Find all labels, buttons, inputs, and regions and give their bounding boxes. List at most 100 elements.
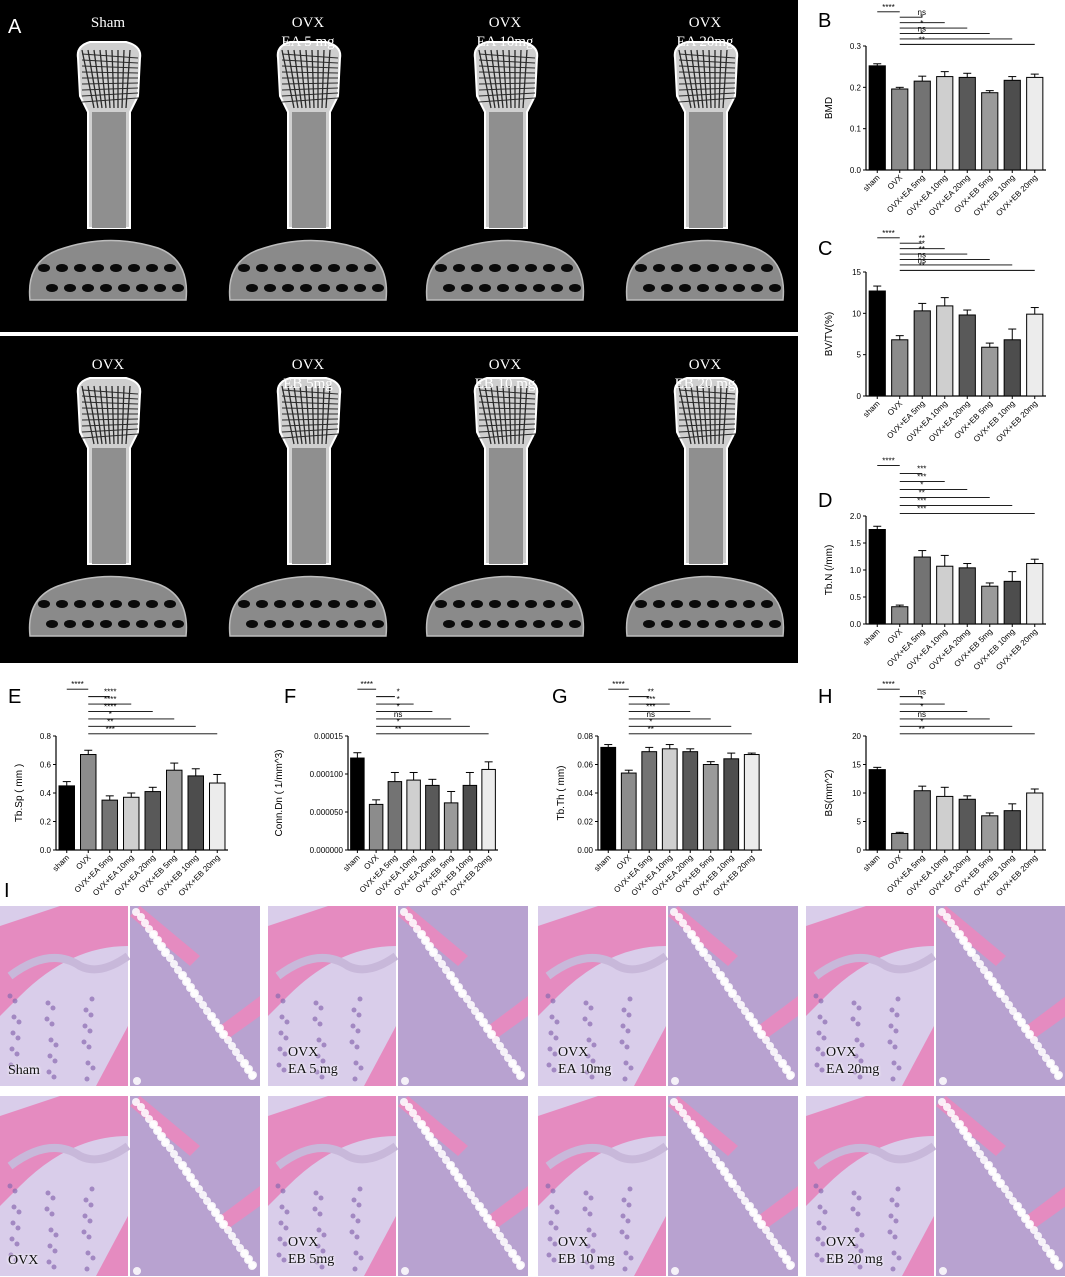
x-tick-label: sham — [51, 853, 71, 873]
y-tick-label: 1.0 — [850, 566, 862, 575]
panel-letter-e: E — [8, 686, 22, 708]
x-tick-label: sham — [861, 853, 881, 873]
bar — [958, 567, 976, 625]
significance-label: ** — [919, 725, 925, 734]
significance-label: **** — [882, 3, 894, 12]
y-tick-label: 0.6 — [40, 761, 52, 770]
x-tick-label: OVX — [886, 399, 905, 418]
microct-label: OVX EB 20 mg — [674, 357, 736, 392]
significance-label: *** — [917, 465, 926, 474]
y-tick-label: 0.04 — [577, 789, 593, 798]
bar — [425, 784, 440, 851]
significance-label: * — [397, 717, 400, 726]
significance-label: * — [920, 702, 923, 711]
bar-chart-tb-sp: 0.00.20.40.60.8Tb.Sp ( mm )sham OVXOVX+EA… — [14, 680, 228, 898]
bar — [406, 779, 421, 851]
bar — [958, 798, 976, 851]
histology-label: OVX EA 20mg — [826, 1045, 880, 1077]
histology-label: OVX EB 10 mg — [558, 1235, 615, 1267]
bar — [891, 832, 909, 851]
y-tick-label: 5 — [857, 351, 862, 360]
significance-label: * — [920, 695, 923, 704]
microct-label: OVX EA 5 mg — [281, 15, 335, 50]
bar — [80, 754, 97, 851]
bar-chart-conn-dn: 0.000000 0.000050 0.000100 0.00015 Conn.Dn (… — [274, 680, 498, 898]
y-tick-label: 10 — [852, 789, 861, 798]
significance-label: **** — [612, 680, 624, 689]
he-histology-image — [806, 1096, 1065, 1276]
significance-label: **** — [882, 457, 894, 466]
significance-label: ** — [395, 725, 401, 734]
bar — [620, 772, 637, 851]
panel-letter-g: G — [552, 686, 568, 708]
y-tick-label: 0.2 — [40, 818, 52, 827]
y-tick-label: 0.5 — [850, 593, 862, 602]
y-tick-label: 0 — [857, 392, 862, 401]
microct-image: OVX EA 20mg — [605, 0, 805, 330]
histology-label: OVX — [8, 1253, 39, 1268]
y-tick-label: 0.0 — [40, 846, 52, 855]
panel-letter-f: F — [284, 686, 297, 708]
y-tick-label: 10 — [852, 309, 861, 318]
bar — [913, 80, 931, 171]
significance-label: **** — [104, 688, 116, 697]
x-tick-label: sham — [592, 853, 612, 873]
bar — [1003, 79, 1021, 171]
he-histology-image — [0, 906, 260, 1086]
bar — [936, 76, 954, 171]
bar — [891, 88, 909, 171]
bar — [913, 556, 931, 625]
bar — [936, 305, 954, 397]
x-tick-label: OVX+EB 20mg — [994, 173, 1039, 218]
significance-label: * — [920, 717, 923, 726]
y-tick-label: 0.000050 — [310, 808, 344, 817]
significance-label: ns — [918, 256, 926, 265]
microct-label: Sham — [90, 15, 126, 31]
femur-scan — [28, 41, 188, 301]
bar — [891, 339, 909, 397]
significance-label: ns — [394, 710, 402, 719]
femur-scan — [425, 41, 585, 301]
bar — [350, 757, 365, 851]
significance-label: **** — [361, 680, 373, 689]
x-tick-label: sham — [861, 399, 881, 419]
panel-letter-c: C — [818, 238, 833, 260]
y-tick-label: 0.0 — [850, 166, 862, 175]
significance-label: *** — [917, 505, 926, 514]
significance-label: **** — [882, 680, 894, 689]
bar — [1026, 563, 1044, 625]
panel-letter-a: A — [8, 16, 22, 38]
y-tick-label: 0.000000 — [310, 846, 344, 855]
y-tick-label: 0.08 — [577, 732, 593, 741]
femur-scan — [228, 377, 388, 637]
significance-label: ** — [919, 234, 925, 243]
y-tick-label: 15 — [852, 268, 861, 277]
bar — [868, 65, 886, 171]
x-tick-label: sham — [861, 173, 881, 193]
y-axis-label: BMD — [824, 97, 835, 119]
microct-image: OVX — [8, 336, 208, 666]
microct-label: OVX — [91, 357, 125, 373]
bar — [981, 346, 999, 397]
y-tick-label: 2.0 — [850, 512, 862, 521]
bar — [387, 781, 403, 851]
significance-label: * — [109, 710, 112, 719]
x-tick-label: OVX — [886, 627, 905, 646]
bar — [981, 585, 999, 625]
he-histology-image — [806, 906, 1065, 1086]
bar — [936, 565, 954, 625]
microct-label: OVX EB 10 mg — [474, 357, 536, 392]
bar — [641, 751, 658, 851]
microct-image: OVX EA 10mg — [405, 0, 605, 330]
bar — [166, 769, 183, 851]
significance-label: ** — [919, 240, 925, 249]
bar — [144, 791, 161, 851]
bar — [958, 76, 976, 171]
significance-label: ns — [918, 251, 926, 260]
bar — [443, 802, 459, 851]
bar — [481, 768, 496, 851]
femur-scan — [625, 41, 785, 301]
y-axis-label: Tb.N (/mm) — [824, 545, 835, 596]
microct-image: OVX EB 20 mg — [605, 336, 805, 666]
significance-label: ns — [647, 710, 655, 719]
